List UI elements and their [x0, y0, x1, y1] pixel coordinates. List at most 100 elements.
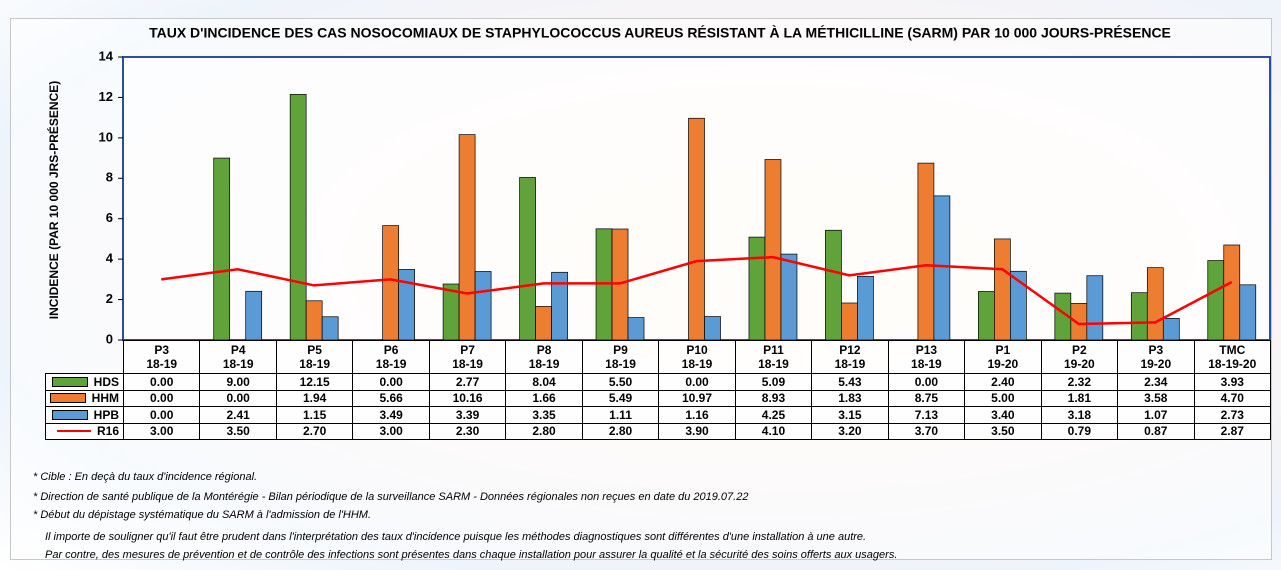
data-cell: 5.66 — [352, 389, 430, 407]
data-cell: 0.87 — [1117, 422, 1195, 440]
bar — [933, 195, 951, 341]
legend-label: HDS — [93, 374, 119, 389]
data-cell: 12.15 — [275, 373, 354, 391]
data-cell: 1.07 — [1117, 406, 1195, 424]
data-cell: 2.80 — [505, 422, 583, 440]
legend-entry: HDS — [45, 373, 124, 391]
bar — [825, 229, 842, 341]
bar — [857, 275, 874, 341]
data-cell: 2.40 — [964, 373, 1042, 391]
data-cell: 3.35 — [505, 406, 583, 424]
data-cell: 0.00 — [123, 406, 201, 424]
data-cell: 10.16 — [428, 389, 507, 407]
data-cell: 1.81 — [1040, 389, 1119, 407]
bar — [245, 290, 263, 341]
data-cell: 0.00 — [887, 373, 966, 391]
bar — [688, 117, 705, 341]
legend-entry: R16 — [45, 422, 124, 440]
category-label: P7 18-19 — [428, 340, 507, 374]
data-cell: 2.32 — [1040, 373, 1119, 391]
category-label: P13 18-19 — [887, 340, 966, 374]
category-label: P1 19-20 — [964, 340, 1042, 374]
data-cell: 2.30 — [428, 422, 507, 440]
category-label: P10 18-19 — [658, 340, 736, 374]
category-label: P8 18-19 — [505, 340, 583, 374]
bar — [1223, 244, 1241, 341]
legend-entry: HHM — [45, 389, 124, 407]
data-cell: 1.66 — [505, 389, 583, 407]
bar — [213, 157, 231, 341]
data-cell: 0.79 — [1040, 422, 1119, 440]
bar — [978, 291, 995, 341]
footnote: * Direction de santé publique de la Mont… — [33, 491, 749, 503]
bar — [627, 317, 645, 341]
legend-label: R16 — [96, 424, 119, 439]
legend-swatch — [51, 376, 88, 387]
bar — [1070, 303, 1088, 341]
bar — [474, 271, 492, 341]
bar — [994, 238, 1011, 341]
y-tick-label: 4 — [106, 251, 114, 266]
y-tick-label: 0 — [106, 331, 113, 346]
data-cell: 3.90 — [658, 422, 736, 440]
category-label: P6 18-19 — [352, 340, 430, 374]
data-cell: 2.41 — [199, 406, 277, 424]
bar — [289, 94, 307, 341]
category-label: P3 18-19 — [123, 340, 201, 374]
data-cell: 4.70 — [1193, 389, 1271, 407]
data-cell: 3.70 — [887, 422, 966, 440]
bar — [1146, 267, 1164, 341]
data-cell: 3.00 — [123, 422, 201, 440]
data-cell: 8.93 — [734, 389, 813, 407]
data-cell: 4.25 — [734, 406, 813, 424]
data-cell: 3.49 — [352, 406, 430, 424]
legend-entry: HPB — [45, 406, 124, 424]
category-label: P9 18-19 — [581, 340, 660, 374]
data-cell: 0.00 — [658, 373, 736, 391]
bar — [917, 162, 935, 341]
data-cell: 0.00 — [352, 373, 430, 391]
bar — [1010, 270, 1027, 341]
data-cell: 2.80 — [581, 422, 660, 440]
bar — [780, 253, 798, 341]
data-cell: 3.93 — [1193, 373, 1271, 391]
data-cell: 5.50 — [581, 373, 660, 391]
bar — [1207, 260, 1225, 341]
y-tick-label: 10 — [99, 129, 113, 144]
y-tick-label: 12 — [99, 89, 113, 104]
data-cell: 8.04 — [505, 373, 583, 391]
category-label: P4 18-19 — [199, 340, 277, 374]
data-cell: 1.94 — [275, 389, 354, 407]
bar — [535, 306, 552, 341]
data-cell: 0.00 — [199, 389, 277, 407]
category-label: P11 18-19 — [734, 340, 813, 374]
category-label: P12 18-19 — [811, 340, 889, 374]
category-label: P5 18-19 — [275, 340, 354, 374]
bar — [519, 177, 536, 341]
data-cell: 3.58 — [1117, 389, 1195, 407]
category-label: P2 19-20 — [1040, 340, 1119, 374]
legend-label: HPB — [93, 407, 119, 422]
bar — [1086, 275, 1104, 341]
legend-swatch — [49, 393, 86, 404]
bar — [382, 225, 399, 341]
legend-swatch — [56, 430, 91, 433]
data-cell: 8.75 — [887, 389, 966, 407]
bar — [748, 236, 766, 341]
data-cell: 3.20 — [811, 422, 889, 440]
category-label: TMC 18-19-20 — [1193, 340, 1271, 374]
bar — [1162, 318, 1180, 341]
data-cell: 2.77 — [428, 373, 507, 391]
y-tick-label: 14 — [99, 48, 114, 63]
data-cell: 3.40 — [964, 406, 1042, 424]
bar — [1130, 292, 1148, 341]
bar — [704, 316, 721, 341]
data-cell: 4.10 — [734, 422, 813, 440]
y-tick-label: 6 — [106, 210, 113, 225]
y-tick-label: 2 — [106, 291, 113, 306]
data-cell: 2.70 — [275, 422, 354, 440]
y-tick-label: 8 — [106, 170, 113, 185]
data-cell: 2.34 — [1117, 373, 1195, 391]
data-cell: 3.50 — [964, 422, 1042, 440]
